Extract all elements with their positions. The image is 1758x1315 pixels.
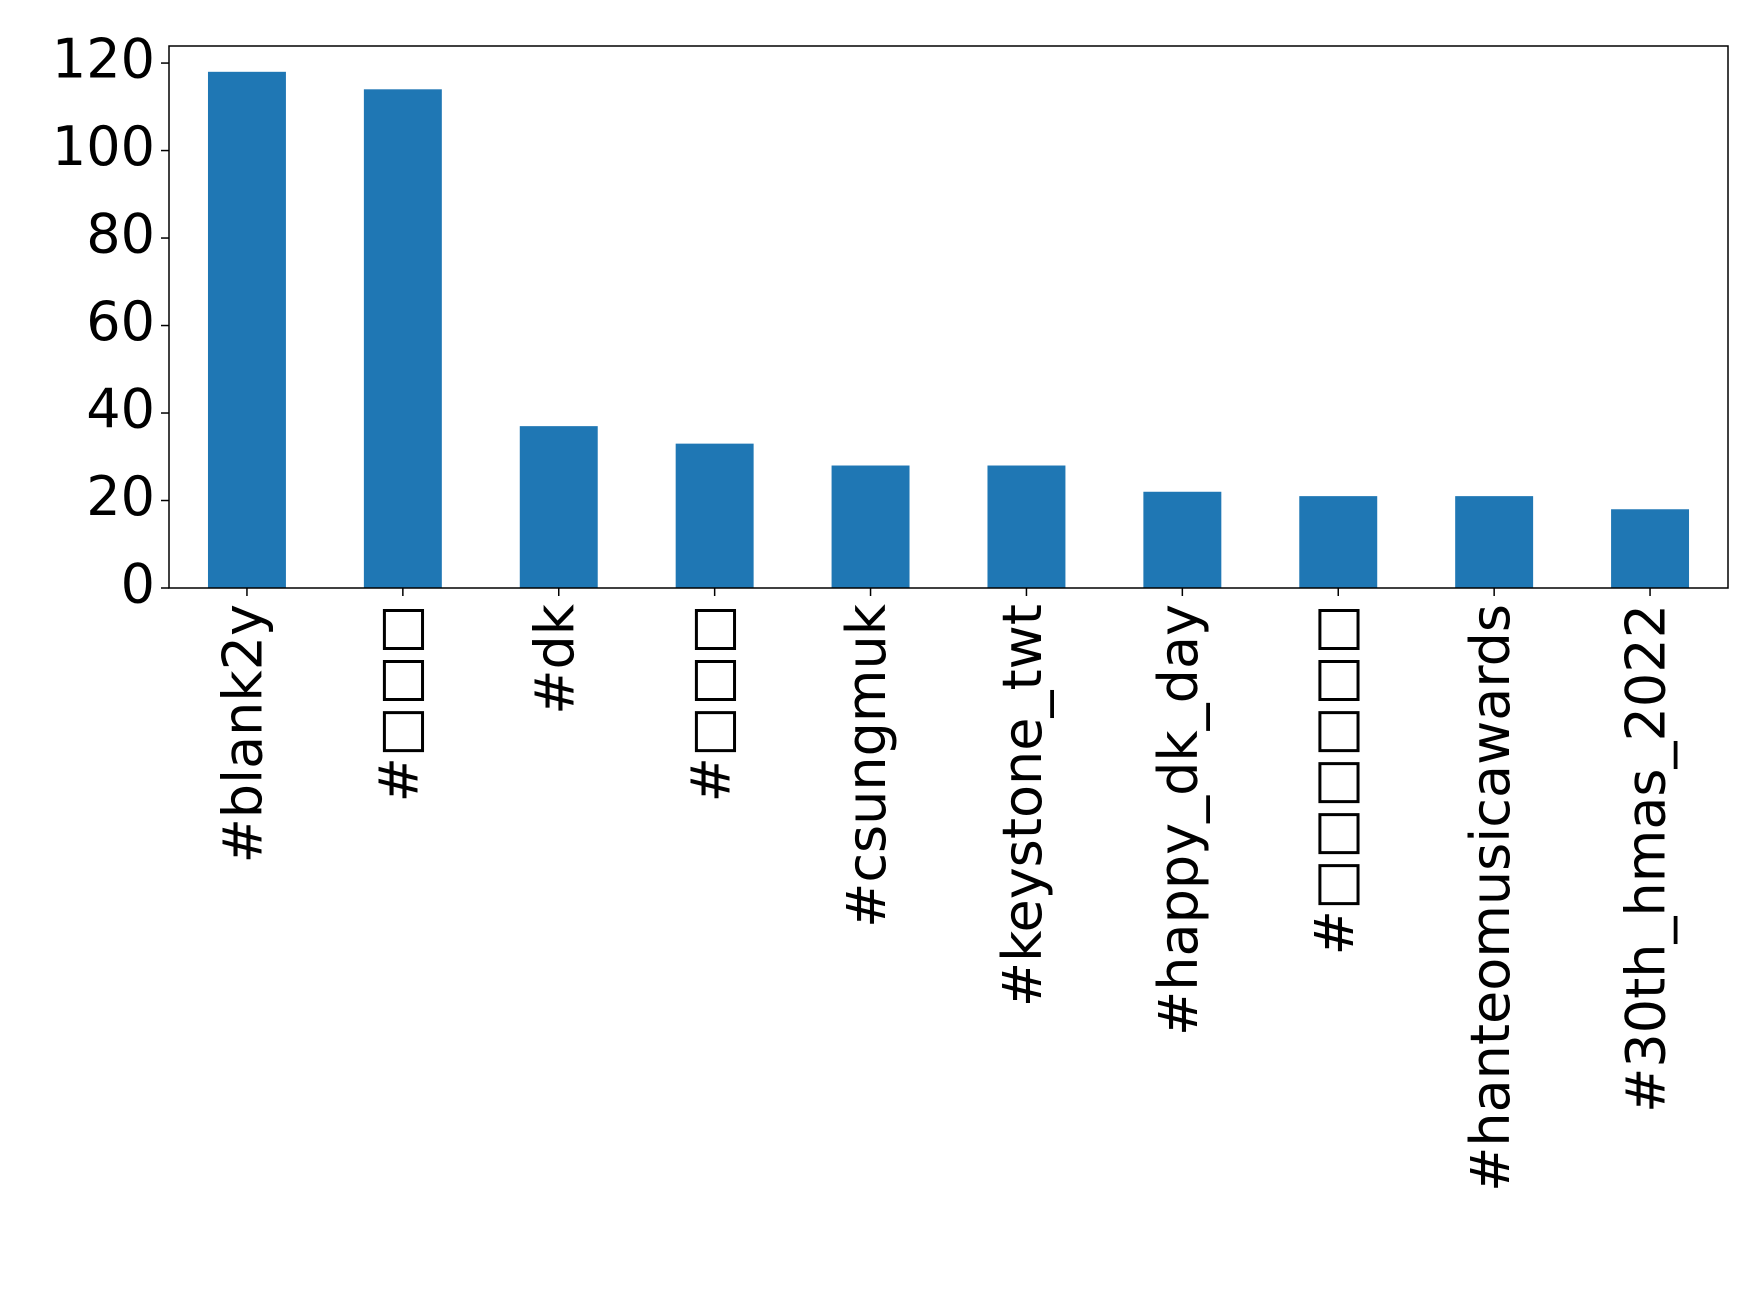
x-tick-label: #blank2y [212, 604, 275, 863]
bar [1455, 496, 1534, 588]
y-tick-label: 100 [52, 115, 155, 178]
bar [519, 426, 598, 588]
x-tick-label: #keystone_twt [991, 604, 1054, 1007]
plot-frame [168, 45, 1729, 589]
y-tick-label: 20 [86, 465, 155, 528]
bar [987, 465, 1066, 588]
y-tick-label: 40 [86, 378, 155, 441]
x-tick-label: #dk [523, 603, 586, 715]
x-tick-label: #□□□ [367, 604, 430, 802]
x-tick-label: #happy_dk_day [1147, 604, 1210, 1036]
bar [1299, 496, 1378, 588]
x-tick-label: #csungmuk [835, 603, 898, 928]
bar [1611, 509, 1690, 588]
bar [363, 89, 442, 589]
y-tick-label: 80 [86, 203, 155, 266]
x-tick-label: #hanteomusicawards [1459, 604, 1522, 1192]
x-tick-label: #□□□ [679, 604, 742, 802]
x-tick-label: #□□□□□□ [1303, 604, 1366, 955]
bar [675, 443, 754, 588]
bar [1143, 491, 1222, 588]
y-tick-label: 60 [86, 290, 155, 353]
bar [831, 465, 910, 588]
y-tick-label: 0 [121, 553, 155, 616]
y-tick-label: 120 [52, 28, 155, 91]
x-tick-label: #30th_hmas_2022 [1615, 604, 1678, 1113]
bar [207, 71, 286, 589]
